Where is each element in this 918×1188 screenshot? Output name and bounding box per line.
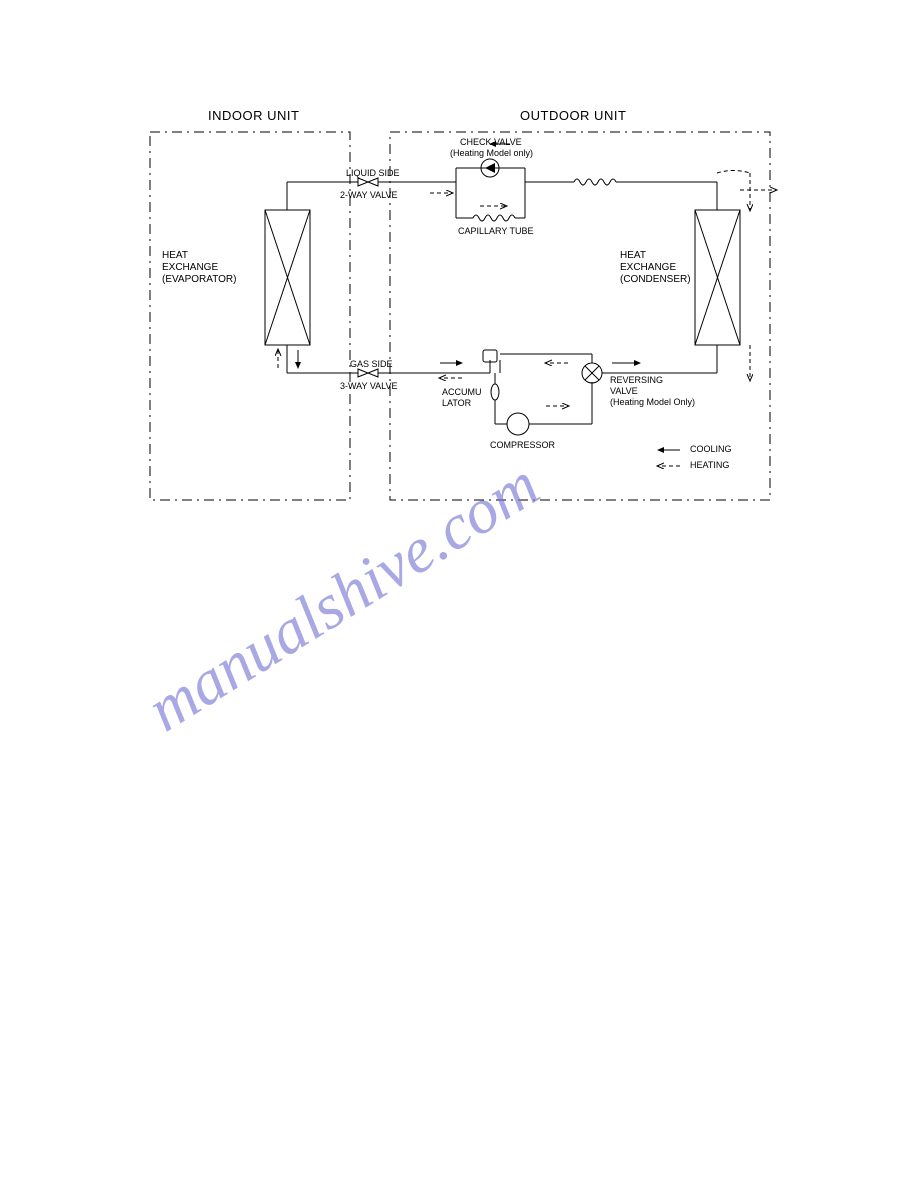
reversing-label-2: VALVE [610,386,638,396]
evap-label-3: (EVAPORATOR) [162,274,236,286]
accumulator-label-1: ACCUMU [442,387,482,397]
accumulator-label-2: LATOR [442,398,471,408]
check-valve-label-1: CHECK VALVE [460,137,522,147]
cooling-legend-label: COOLING [690,444,732,454]
two-way-valve-label: 2-WAY VALVE [340,190,398,200]
cond-label-2: EXCHANGE [620,262,676,274]
heating-legend-label: HEATING [690,460,729,470]
check-valve-label-2: (Heating Model only) [450,148,533,158]
reversing-label-1: REVERSING [610,375,663,385]
diagram-svg [150,110,770,510]
cond-label-3: (CONDENSER) [620,274,691,286]
capillary-tube-label: CAPILLARY TUBE [458,226,534,236]
evap-label-1: HEAT [162,250,188,262]
liquid-side-label: LIQUID SIDE [346,168,400,178]
cond-label-1: HEAT [620,250,646,262]
reversing-label-3: (Heating Model Only) [610,397,695,407]
compressor-label: COMPRESSOR [490,440,555,450]
gas-side-label: GAS SIDE [350,359,393,369]
evap-label-2: EXCHANGE [162,262,218,274]
three-way-valve-label: 3-WAY VALVE [340,381,398,391]
refrigerant-cycle-diagram: INDOOR UNIT OUTDOOR UNIT [150,110,770,510]
